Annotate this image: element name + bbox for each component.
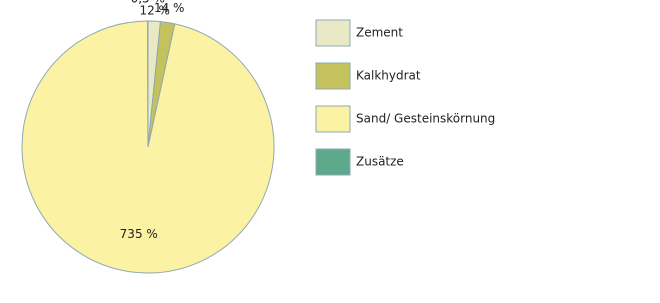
pie-slice xyxy=(146,20,149,148)
legend-label: Sand/ Gesteinskörnung xyxy=(356,112,495,126)
data-label: 735 % xyxy=(120,227,158,241)
legend-swatch xyxy=(315,62,351,90)
data-label: 0,5 % xyxy=(131,0,165,6)
legend-swatch xyxy=(315,19,351,47)
legend-label: Zement xyxy=(356,26,403,40)
data-label: 12 % xyxy=(139,4,170,18)
legend-swatch xyxy=(315,148,351,176)
legend-label: Zusätze xyxy=(356,155,404,169)
legend-label: Kalkhydrat xyxy=(356,69,421,83)
legend-swatch xyxy=(315,105,351,133)
data-label: 14 % xyxy=(154,1,185,15)
